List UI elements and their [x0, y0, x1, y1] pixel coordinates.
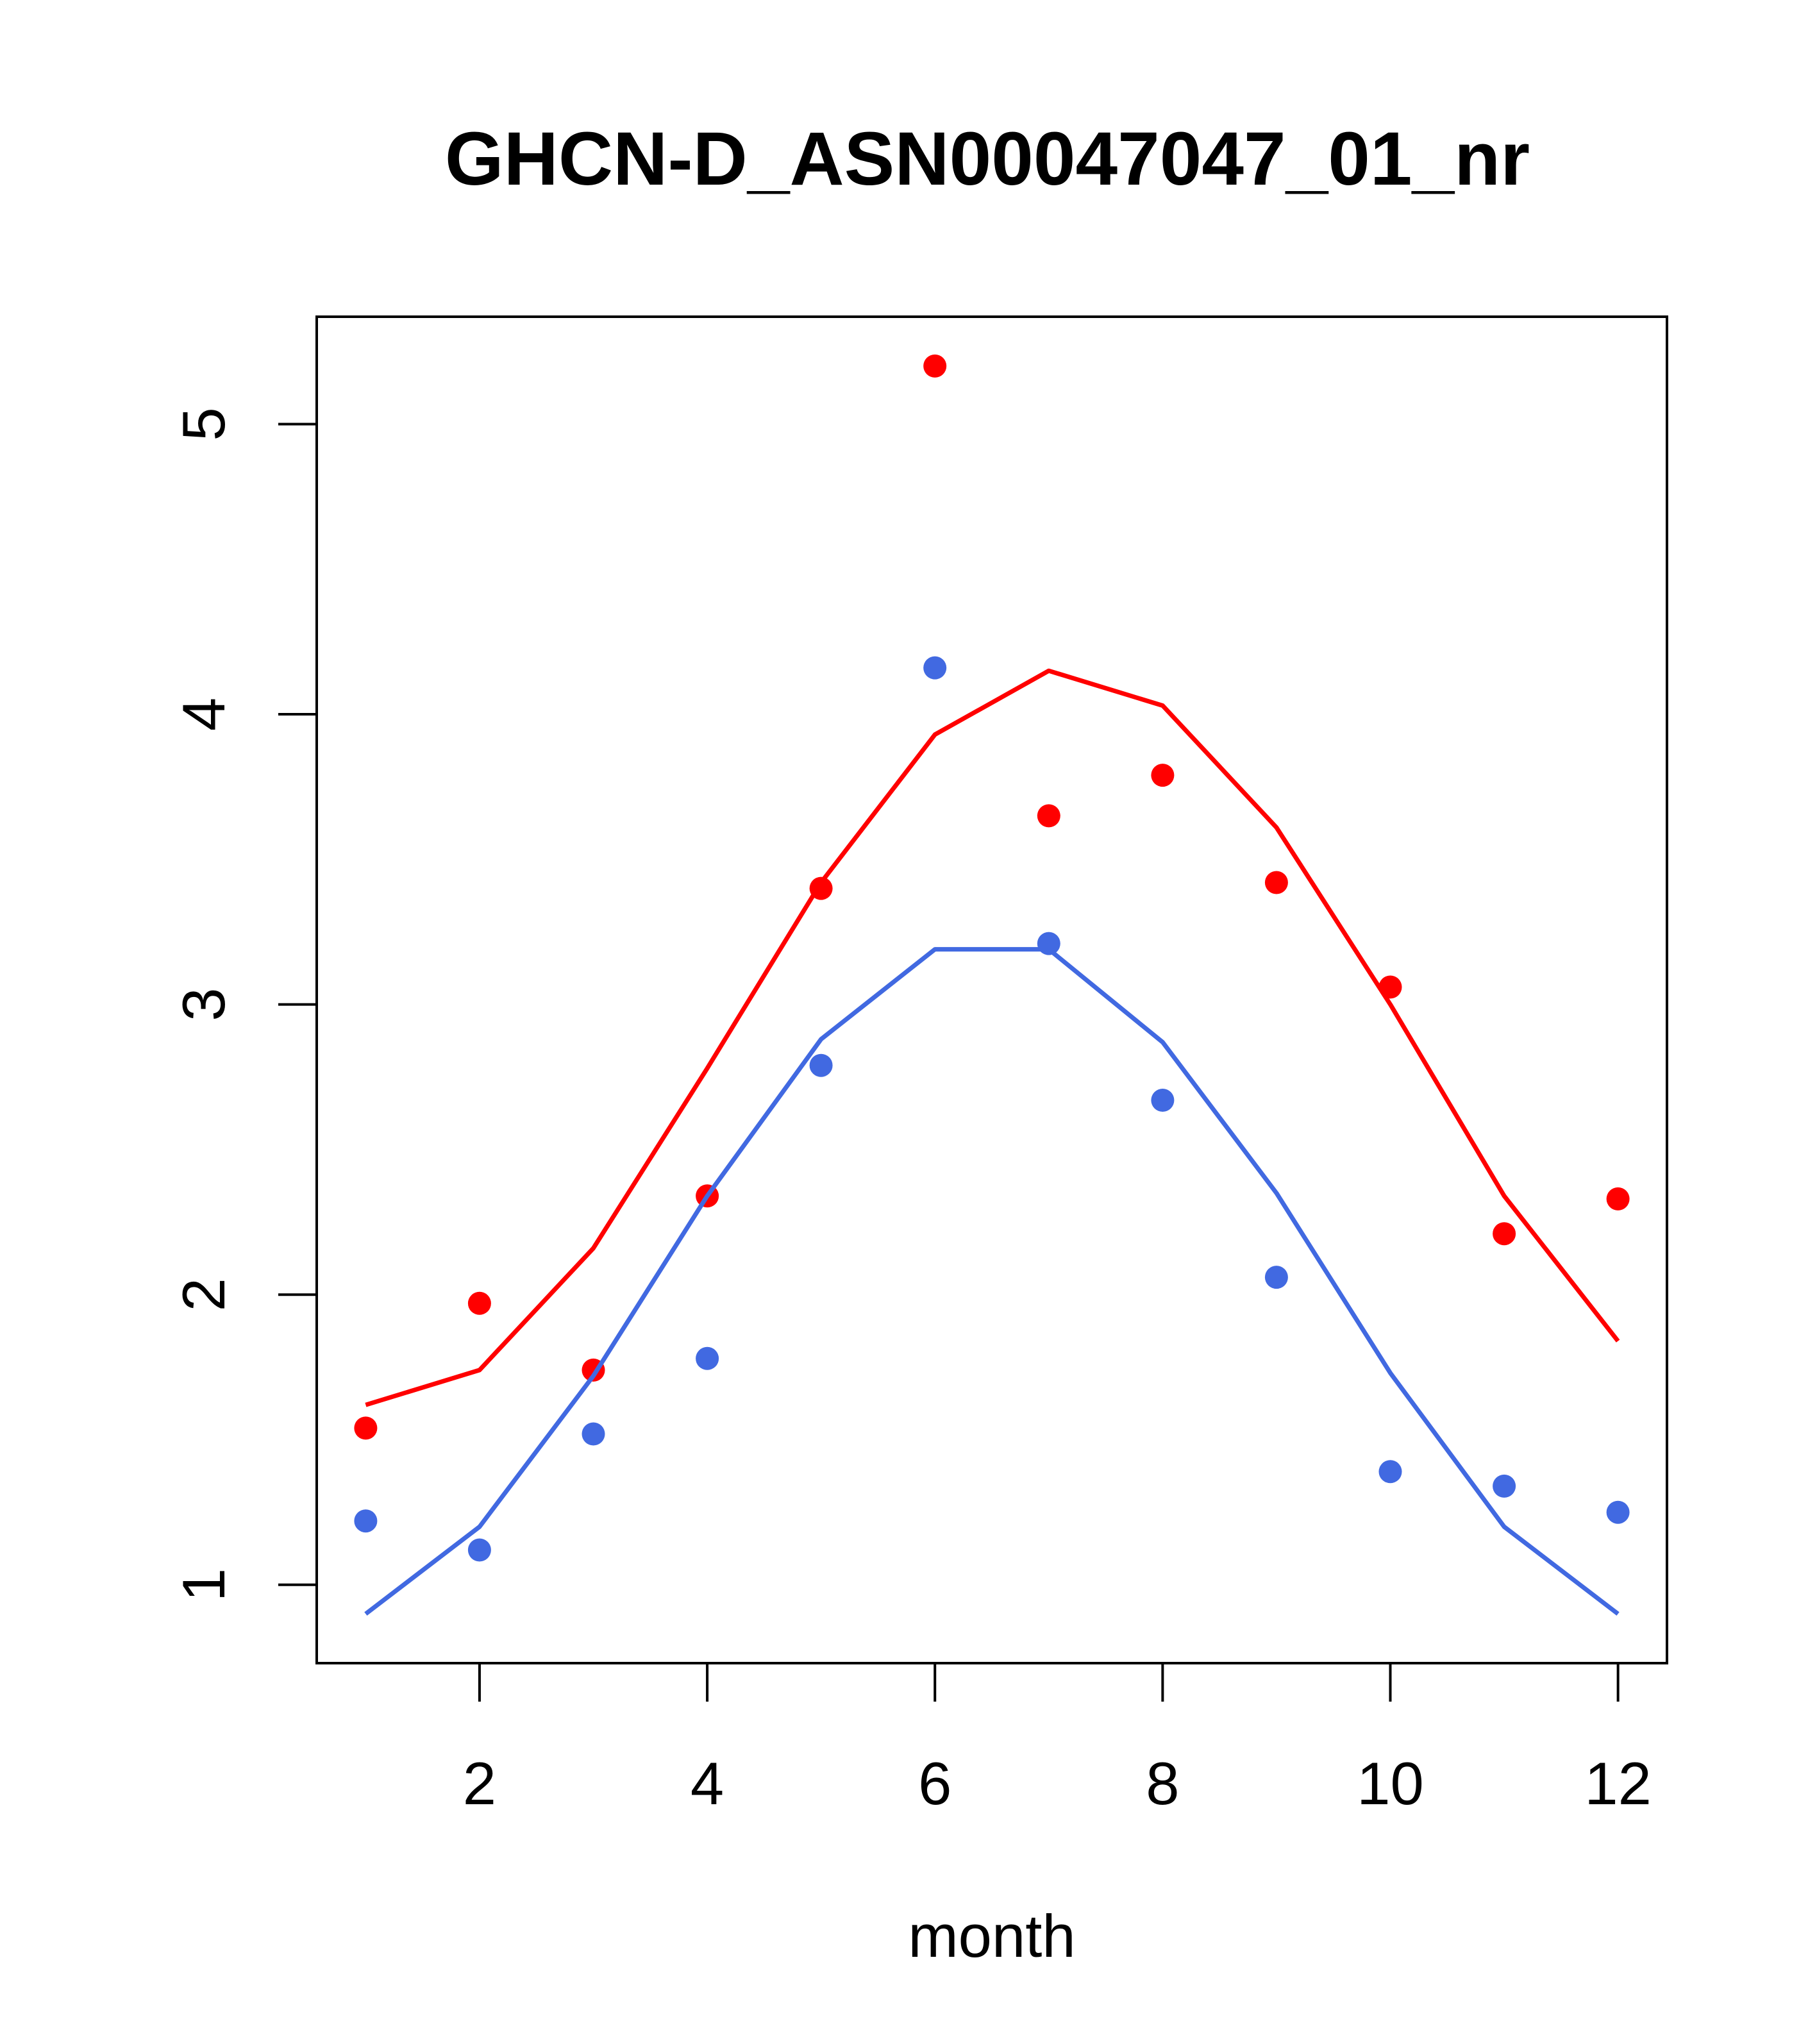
y-axis: 1 2 3 4 5: [170, 407, 318, 1602]
series-1-point-10: [1378, 1460, 1402, 1484]
x-tick-label-6: 6: [918, 1750, 951, 1817]
series-layer: [354, 354, 1630, 1616]
series-0-point-8: [1151, 764, 1175, 787]
chart-title: GHCN-D_ASN00047047_01_nr: [445, 117, 1530, 201]
series-1-point-12: [1606, 1500, 1630, 1524]
series-0-point-9: [1264, 871, 1288, 894]
series-1-point-6: [923, 656, 947, 680]
y-tick-label-5: 5: [170, 407, 237, 440]
y-tick-label-3: 3: [170, 987, 237, 1021]
y-tick-label-1: 1: [170, 1568, 237, 1602]
x-tick-label-8: 8: [1146, 1750, 1179, 1817]
series-1-point-8: [1151, 1089, 1175, 1112]
series-1-point-5: [809, 1053, 833, 1077]
x-axis: 2 4 6 8 10 12: [463, 1662, 1652, 1817]
x-tick-label-10: 10: [1357, 1750, 1424, 1817]
series-0-point-12: [1606, 1187, 1630, 1210]
x-tick-label-12: 12: [1584, 1750, 1652, 1817]
series-1-point-7: [1037, 932, 1060, 955]
series-0-point-11: [1493, 1222, 1516, 1246]
x-axis-label: month: [908, 1902, 1075, 1970]
series-0-point-7: [1037, 804, 1060, 828]
series-1-point-4: [696, 1346, 719, 1370]
series-1-point-9: [1264, 1266, 1288, 1289]
series-0-point-6: [923, 354, 947, 378]
series-0-fit-line: [365, 668, 1620, 1407]
x-tick-label-2: 2: [463, 1750, 496, 1817]
series-0-point-2: [467, 1291, 491, 1315]
series-0-point-1: [354, 1416, 378, 1440]
y-tick-label-2: 2: [170, 1278, 237, 1311]
series-1-fit-line: [364, 947, 1620, 1616]
series-1-point-3: [582, 1422, 605, 1446]
series-1-point-2: [467, 1538, 491, 1562]
series-0-point-10: [1378, 975, 1402, 999]
y-tick-label-4: 4: [170, 698, 237, 731]
series-1: [354, 656, 1630, 1616]
x-tick-label-4: 4: [691, 1750, 724, 1817]
series-1-point-1: [354, 1509, 378, 1533]
series-0-point-5: [809, 876, 833, 900]
series-1-point-11: [1493, 1474, 1516, 1498]
